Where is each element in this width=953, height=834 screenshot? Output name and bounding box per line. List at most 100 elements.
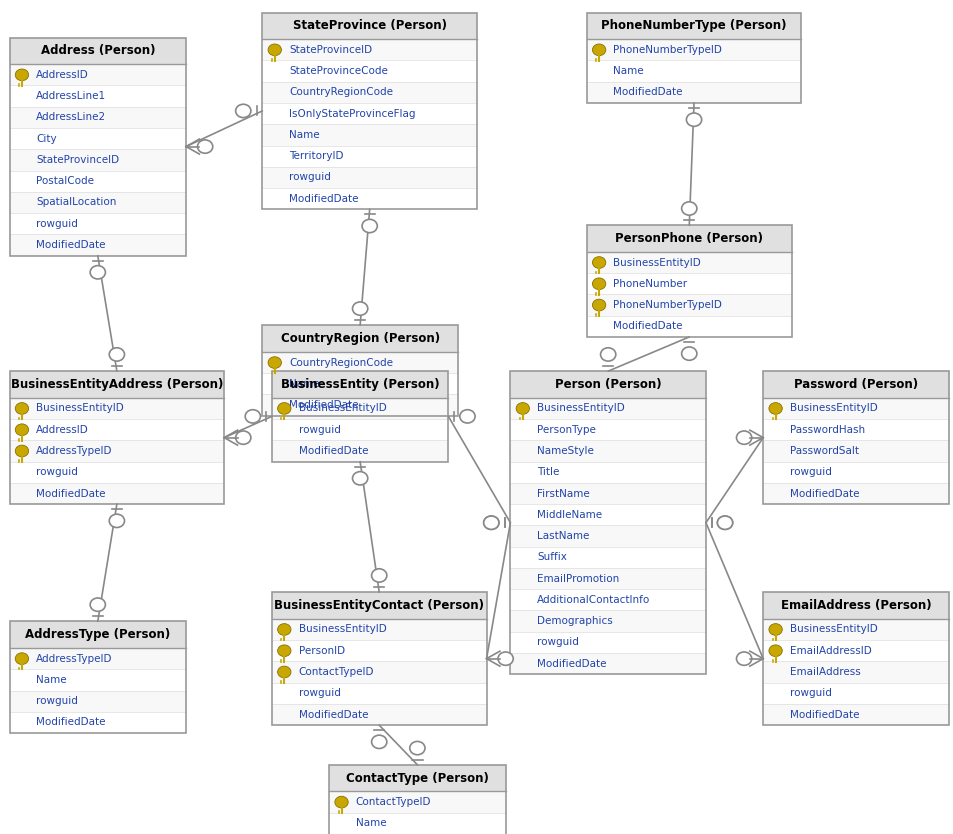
Bar	[762, 371, 948, 398]
Circle shape	[483, 516, 498, 530]
Bar	[262, 124, 476, 146]
Text: Name: Name	[289, 379, 319, 389]
Text: IsOnlyStateProvinceFlag: IsOnlyStateProvinceFlag	[289, 108, 416, 118]
Bar	[262, 103, 476, 124]
Text: StateProvince (Person): StateProvince (Person)	[293, 19, 446, 33]
Text: rowguid: rowguid	[36, 696, 78, 706]
Text: AddressType (Person): AddressType (Person)	[25, 628, 171, 641]
Bar	[10, 371, 224, 398]
Text: ContactTypeID: ContactTypeID	[355, 797, 431, 807]
Bar	[586, 13, 801, 103]
Circle shape	[409, 741, 425, 755]
Circle shape	[15, 445, 29, 457]
Circle shape	[235, 431, 251, 445]
Circle shape	[736, 652, 751, 666]
Text: ModifiedDate: ModifiedDate	[36, 489, 106, 499]
Text: ContactTypeID: ContactTypeID	[298, 667, 374, 677]
Bar	[510, 632, 705, 653]
Bar	[10, 38, 186, 255]
Text: StateProvinceID: StateProvinceID	[36, 155, 119, 165]
Text: PhoneNumberTypeID: PhoneNumberTypeID	[613, 300, 721, 310]
Text: CountryRegionCode: CountryRegionCode	[289, 358, 393, 368]
Circle shape	[268, 357, 281, 369]
Bar	[262, 325, 457, 416]
Circle shape	[768, 403, 781, 414]
Circle shape	[459, 409, 475, 423]
Bar	[262, 39, 476, 61]
Text: AdditionalContactInfo: AdditionalContactInfo	[537, 595, 650, 605]
Bar	[10, 621, 186, 648]
Bar	[586, 225, 791, 337]
Bar	[10, 621, 186, 733]
Bar	[586, 13, 801, 39]
Text: BusinessEntityAddress (Person): BusinessEntityAddress (Person)	[10, 378, 223, 391]
Circle shape	[592, 299, 605, 311]
Text: AddressID: AddressID	[36, 425, 89, 435]
Text: Suffix: Suffix	[537, 552, 566, 562]
Text: PostalCode: PostalCode	[36, 176, 94, 186]
Bar	[10, 398, 224, 419]
Bar	[510, 483, 705, 504]
Circle shape	[717, 516, 732, 530]
Text: BusinessEntityID: BusinessEntityID	[36, 404, 124, 414]
Bar	[510, 610, 705, 632]
Text: AddressTypeID: AddressTypeID	[36, 446, 112, 456]
Text: BusinessEntityID: BusinessEntityID	[298, 625, 386, 635]
Text: AddressLine2: AddressLine2	[36, 113, 107, 123]
Bar	[586, 252, 791, 274]
Circle shape	[592, 278, 605, 289]
Bar	[272, 661, 486, 682]
Text: ModifiedDate: ModifiedDate	[298, 710, 368, 720]
Bar	[586, 39, 801, 61]
Text: CountryRegionCode: CountryRegionCode	[289, 88, 393, 98]
Text: City: City	[36, 133, 57, 143]
Circle shape	[371, 736, 387, 749]
Circle shape	[90, 598, 105, 611]
Bar	[10, 128, 186, 149]
Circle shape	[15, 653, 29, 665]
Bar	[510, 420, 705, 440]
Bar	[586, 316, 791, 337]
Bar	[10, 691, 186, 712]
Bar	[10, 38, 186, 64]
Bar	[329, 765, 505, 834]
Bar	[272, 420, 448, 440]
Text: Name: Name	[36, 675, 67, 685]
Bar	[329, 765, 505, 834]
Text: AddressLine1: AddressLine1	[36, 91, 107, 101]
Text: Title: Title	[537, 467, 558, 477]
Bar	[272, 592, 486, 619]
Bar	[272, 371, 448, 462]
Text: Demographics: Demographics	[537, 616, 612, 626]
Text: ModifiedDate: ModifiedDate	[789, 710, 859, 720]
Bar	[586, 225, 791, 252]
Text: ModifiedDate: ModifiedDate	[289, 193, 358, 203]
Text: MiddleName: MiddleName	[537, 510, 601, 520]
Text: ModifiedDate: ModifiedDate	[537, 659, 606, 669]
Bar	[262, 13, 476, 39]
Text: ModifiedDate: ModifiedDate	[613, 321, 682, 331]
Bar	[10, 214, 186, 234]
Text: TerritoryID: TerritoryID	[289, 151, 343, 161]
Bar	[10, 234, 186, 255]
Bar	[510, 589, 705, 610]
Text: PersonID: PersonID	[298, 646, 344, 656]
Circle shape	[736, 431, 751, 445]
Bar	[10, 38, 186, 255]
Text: BusinessEntityID: BusinessEntityID	[298, 404, 386, 414]
Bar	[586, 274, 791, 294]
Text: PasswordSalt: PasswordSalt	[789, 446, 858, 456]
Bar	[586, 225, 791, 337]
Bar	[762, 462, 948, 483]
Text: ContactType (Person): ContactType (Person)	[346, 771, 488, 785]
Text: BusinessEntityContact (Person): BusinessEntityContact (Person)	[274, 599, 484, 612]
Bar	[272, 619, 486, 641]
Circle shape	[361, 219, 377, 233]
Text: PhoneNumberTypeID: PhoneNumberTypeID	[613, 45, 721, 55]
Bar	[762, 592, 948, 726]
Bar	[10, 86, 186, 107]
Text: Person (Person): Person (Person)	[555, 378, 660, 391]
Bar	[762, 371, 948, 504]
Bar	[10, 712, 186, 733]
Bar	[272, 371, 448, 398]
